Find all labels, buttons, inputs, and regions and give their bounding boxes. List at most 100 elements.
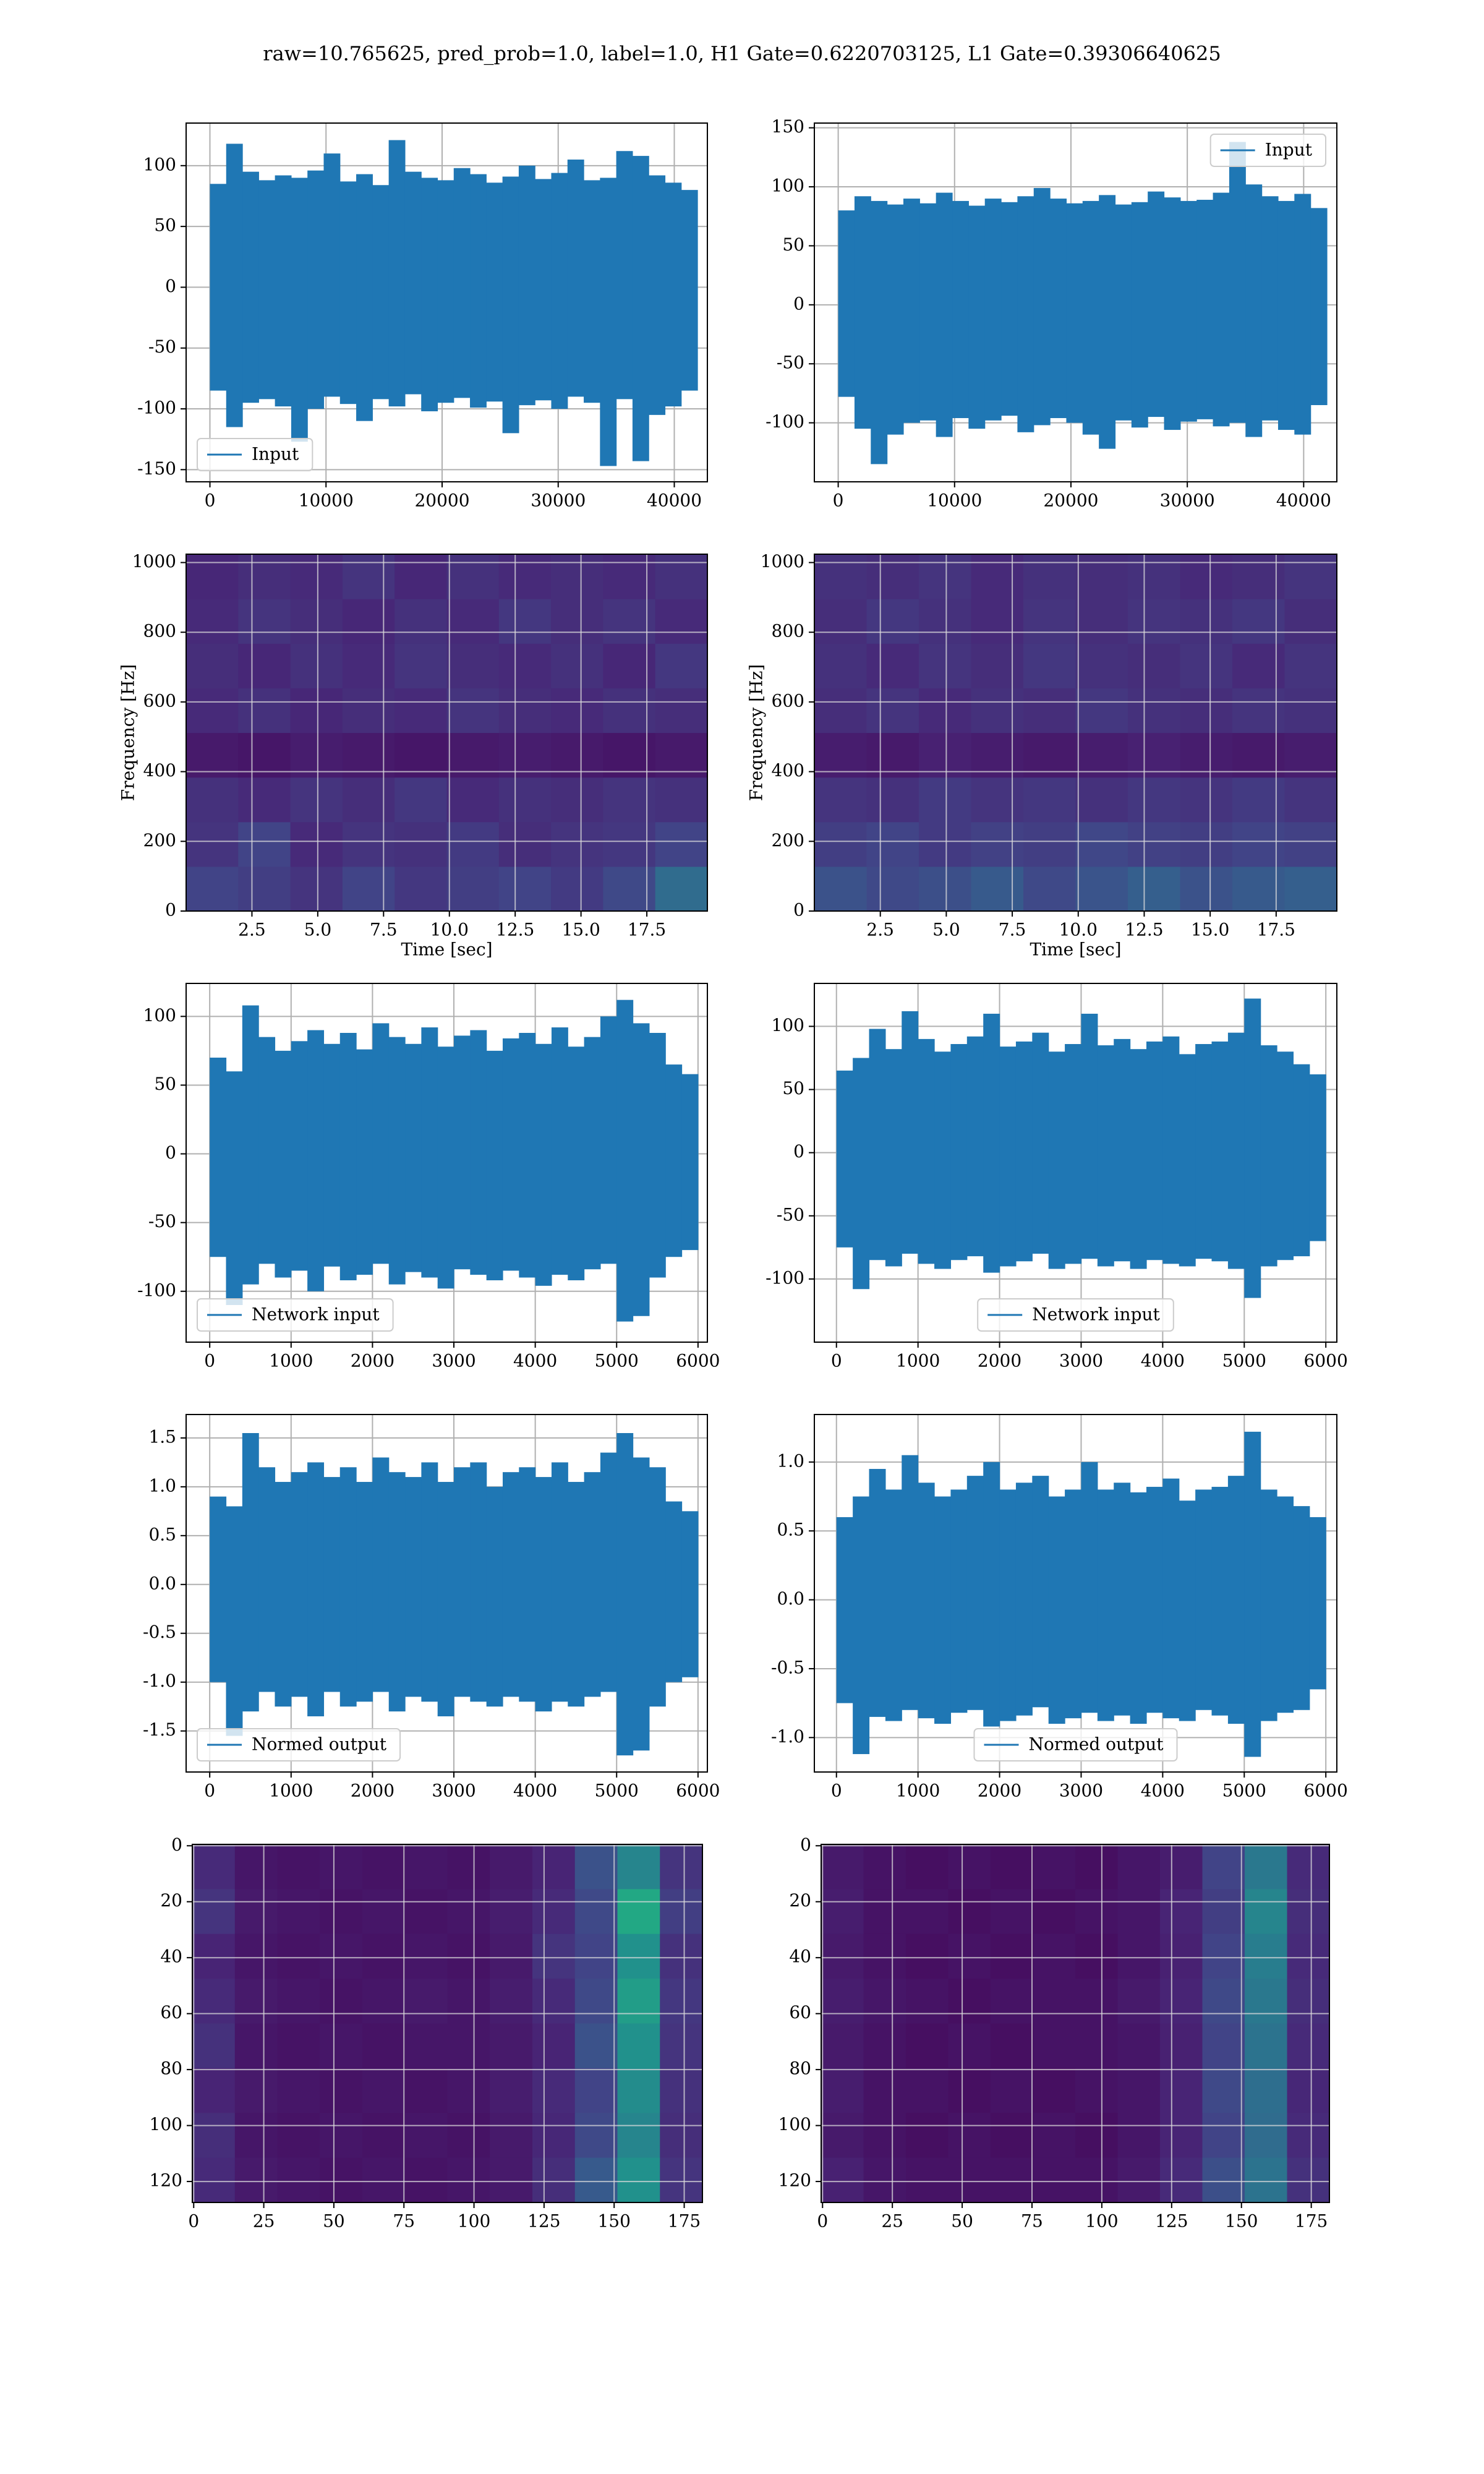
- heatmap-cell: [1232, 554, 1286, 599]
- signal-range: [983, 1462, 1000, 1727]
- heatmap-cell: [186, 732, 239, 778]
- y-tick-label: 120: [150, 2170, 182, 2191]
- signal-range: [242, 171, 259, 403]
- signal-range: [1293, 1506, 1310, 1710]
- heatmap-cell: [551, 866, 603, 912]
- signal-range: [437, 180, 454, 403]
- signal-range: [1130, 1492, 1147, 1724]
- signal-range: [486, 1486, 503, 1707]
- heatmap-cell: [290, 821, 343, 867]
- signal-range: [665, 1501, 683, 1682]
- legend: Network input: [977, 1298, 1174, 1332]
- heatmap-cell: [660, 2113, 703, 2159]
- signal-range: [437, 1047, 454, 1289]
- heatmap-cell: [404, 2157, 448, 2203]
- signal-range: [616, 999, 634, 1322]
- heatmap-cell: [866, 688, 919, 734]
- x-tick-label: 0: [817, 2211, 828, 2232]
- signal-range: [1081, 1462, 1098, 1713]
- heatmap-cell: [498, 866, 552, 912]
- heatmap-cell: [866, 599, 919, 644]
- heatmap-cell: [446, 866, 500, 912]
- heatmap-cell: [551, 821, 603, 867]
- x-tick-label: 5000: [595, 1781, 639, 1801]
- signal-range: [535, 179, 552, 401]
- x-tick-label: 3000: [1059, 1351, 1103, 1371]
- heatmap-cell: [814, 554, 868, 599]
- heatmap-cell: [863, 2113, 906, 2159]
- heatmap-cell: [919, 599, 972, 644]
- heatmap-cell: [238, 821, 291, 867]
- heatmap-cell: [234, 1844, 278, 1890]
- x-tick-label: 15.0: [1191, 920, 1229, 940]
- signal-range: [869, 1029, 886, 1261]
- heatmap-cell: [660, 1933, 703, 1979]
- heatmap-cell: [1160, 1933, 1203, 1979]
- signal-range: [1033, 187, 1051, 426]
- signal-range: [1050, 199, 1067, 418]
- heatmap-cell: [234, 1933, 278, 1979]
- legend-label: Input: [1265, 140, 1313, 160]
- heatmap-cell: [814, 643, 868, 688]
- y-tick-label: 100: [772, 176, 804, 196]
- y-tick-label: 800: [143, 621, 176, 641]
- signal-range: [307, 1030, 325, 1291]
- x-tick-label: 2000: [351, 1781, 394, 1801]
- x-tick-label: 20000: [414, 490, 469, 511]
- signal-range: [1293, 1064, 1310, 1257]
- heatmap-cell: [362, 2113, 406, 2159]
- heatmap-cell: [362, 2157, 406, 2203]
- x-tick-label: 2.5: [238, 920, 266, 940]
- heatmap-cell: [234, 2157, 278, 2203]
- heatmap-cell: [863, 1933, 906, 1979]
- signal-range: [1310, 208, 1328, 405]
- x-tick-label: 40000: [1276, 490, 1331, 511]
- heatmap-cell: [1202, 2113, 1245, 2159]
- heatmap-cell: [821, 1979, 864, 2024]
- heatmap-cell: [192, 1889, 236, 1935]
- heatmap-cell: [446, 821, 500, 867]
- x-tick-label: 30000: [1160, 490, 1215, 511]
- signal-range: [1130, 1049, 1147, 1269]
- x-tick-label: 10000: [299, 490, 354, 511]
- signal-range: [1065, 1489, 1082, 1719]
- heatmap-cell: [498, 688, 552, 734]
- heatmap-cell: [1245, 1933, 1288, 1979]
- heatmap-cell: [821, 1844, 864, 1890]
- axes-frame: [814, 554, 1337, 912]
- signal-range: [1032, 1032, 1049, 1254]
- x-tick-label: 0: [831, 1781, 842, 1801]
- heatmap-cell: [342, 777, 395, 823]
- heatmap-cell: [1202, 1979, 1245, 2024]
- x-tick-label: 125: [1155, 2211, 1188, 2232]
- heatmap-cell: [1284, 821, 1337, 867]
- heatmap-cell: [1023, 554, 1077, 599]
- heatmap-cell: [362, 1979, 406, 2024]
- heatmap-cell: [1245, 1844, 1288, 1890]
- heatmap-cell: [498, 643, 552, 688]
- signal-range: [551, 1027, 568, 1275]
- heatmap-cell: [1128, 688, 1181, 734]
- heatmap-cell: [1202, 2068, 1245, 2113]
- signal-range: [1211, 1486, 1229, 1716]
- y-tick-label: 1.0: [777, 1450, 804, 1471]
- y-tick-label: 1000: [761, 551, 804, 571]
- signal-range: [1229, 142, 1246, 423]
- heatmap-cell: [320, 1933, 363, 1979]
- signal-range: [1146, 1041, 1163, 1261]
- heatmap-cell: [863, 1979, 906, 2024]
- heatmap-cell: [948, 1844, 991, 1890]
- heatmap-cell: [603, 688, 656, 734]
- heatmap-cell: [660, 2068, 703, 2113]
- heatmap-cell: [919, 732, 972, 778]
- signal-range: [1097, 1489, 1114, 1721]
- y-tick-label: 0: [165, 1142, 176, 1163]
- heatmap-cell: [320, 2157, 363, 2203]
- heatmap-cell: [906, 2023, 949, 2069]
- heatmap-cell: [290, 732, 343, 778]
- signal-range: [242, 1005, 259, 1285]
- heatmap-cell: [447, 1933, 490, 1979]
- heatmap-cell: [574, 1889, 618, 1935]
- heatmap-cell: [362, 1933, 406, 1979]
- heatmap-cell: [1287, 1889, 1330, 1935]
